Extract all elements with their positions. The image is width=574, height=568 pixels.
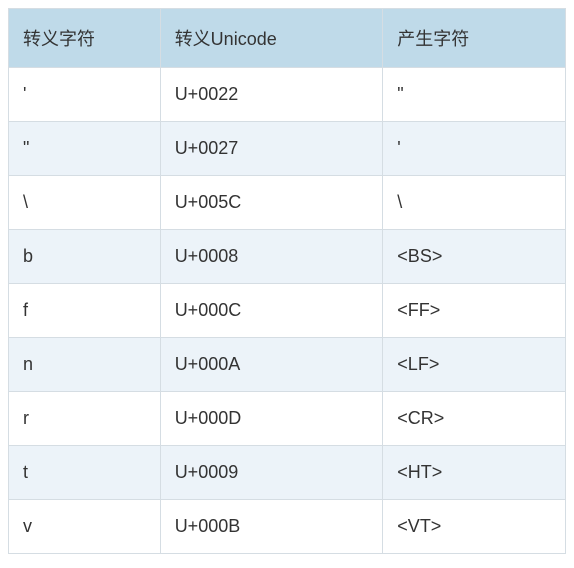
- cell-produces: <LF>: [383, 338, 566, 392]
- header-produces: 产生字符: [383, 9, 566, 68]
- table-row: f U+000C <FF>: [9, 284, 566, 338]
- cell-produces: <CR>: [383, 392, 566, 446]
- header-unicode: 转义Unicode: [160, 9, 383, 68]
- cell-unicode: U+0009: [160, 446, 383, 500]
- escape-chars-table: 转义字符 转义Unicode 产生字符 ' U+0022 " " U+0027 …: [8, 8, 566, 554]
- cell-produces: \: [383, 176, 566, 230]
- table-row: \ U+005C \: [9, 176, 566, 230]
- cell-produces: ': [383, 122, 566, 176]
- table-row: r U+000D <CR>: [9, 392, 566, 446]
- cell-produces: <HT>: [383, 446, 566, 500]
- cell-unicode: U+0008: [160, 230, 383, 284]
- cell-escape-char: b: [9, 230, 161, 284]
- cell-unicode: U+0027: [160, 122, 383, 176]
- cell-escape-char: f: [9, 284, 161, 338]
- cell-produces: <FF>: [383, 284, 566, 338]
- cell-escape-char: r: [9, 392, 161, 446]
- cell-escape-char: ": [9, 122, 161, 176]
- cell-produces: <BS>: [383, 230, 566, 284]
- cell-unicode: U+000A: [160, 338, 383, 392]
- cell-unicode: U+000D: [160, 392, 383, 446]
- table-row: " U+0027 ': [9, 122, 566, 176]
- cell-escape-char: ': [9, 68, 161, 122]
- cell-escape-char: n: [9, 338, 161, 392]
- cell-produces: ": [383, 68, 566, 122]
- cell-unicode: U+000C: [160, 284, 383, 338]
- table-row: v U+000B <VT>: [9, 500, 566, 554]
- cell-unicode: U+000B: [160, 500, 383, 554]
- table-header-row: 转义字符 转义Unicode 产生字符: [9, 9, 566, 68]
- cell-unicode: U+005C: [160, 176, 383, 230]
- cell-escape-char: t: [9, 446, 161, 500]
- cell-produces: <VT>: [383, 500, 566, 554]
- cell-escape-char: \: [9, 176, 161, 230]
- table-row: t U+0009 <HT>: [9, 446, 566, 500]
- cell-unicode: U+0022: [160, 68, 383, 122]
- table-row: ' U+0022 ": [9, 68, 566, 122]
- table-row: b U+0008 <BS>: [9, 230, 566, 284]
- table-row: n U+000A <LF>: [9, 338, 566, 392]
- header-escape-char: 转义字符: [9, 9, 161, 68]
- cell-escape-char: v: [9, 500, 161, 554]
